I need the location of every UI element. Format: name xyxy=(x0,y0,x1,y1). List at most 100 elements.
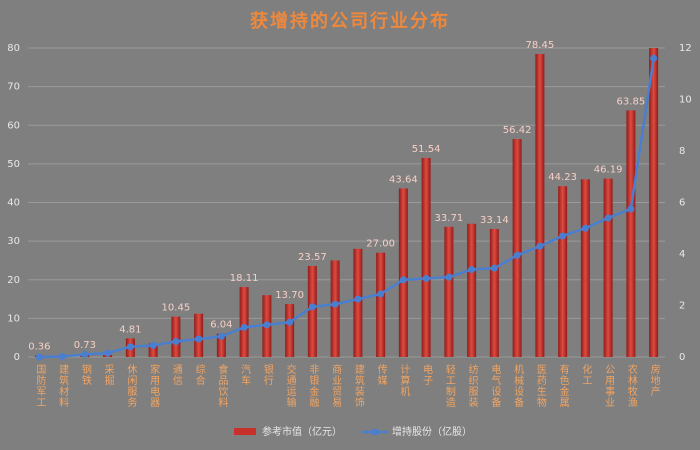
bar xyxy=(398,188,408,357)
value-label: 43.64 xyxy=(389,174,418,185)
x-tick-label: 公用事业 xyxy=(603,364,615,408)
x-tick-label: 有色金属 xyxy=(557,363,569,408)
bar xyxy=(421,157,431,357)
line-marker xyxy=(104,349,112,357)
x-tick-label: 纺织服装 xyxy=(466,363,478,408)
value-label: 78.45 xyxy=(526,40,555,51)
line-marker xyxy=(263,321,271,329)
y-tick-label: 60 xyxy=(7,120,20,131)
y-tick-label: 0 xyxy=(14,352,20,363)
line-marker xyxy=(536,242,544,250)
value-label: 23.57 xyxy=(298,252,327,263)
x-tick-label: 食品饮料 xyxy=(216,363,228,408)
bar xyxy=(535,53,545,357)
line-marker xyxy=(627,205,635,213)
line-marker xyxy=(58,352,66,360)
line-marker xyxy=(604,214,612,222)
x-tick-label: 非银金融 xyxy=(307,364,319,408)
line-marker xyxy=(308,303,316,311)
y2-tick-label: 0 xyxy=(679,352,685,363)
y2-tick-label: 12 xyxy=(679,43,692,54)
value-label: 63.85 xyxy=(617,96,646,107)
x-tick-label: 电子 xyxy=(421,363,433,386)
value-label: 33.14 xyxy=(480,215,509,226)
x-tick-label: 家用电器 xyxy=(148,363,160,408)
bar xyxy=(444,226,454,357)
x-tick-label: 机械设备 xyxy=(512,363,524,408)
x-tick-label: 传媒 xyxy=(375,364,387,386)
y2-tick-label: 2 xyxy=(679,301,685,312)
y-tick-label: 10 xyxy=(7,313,20,324)
chart-title: 获增持的公司行业分布 xyxy=(250,10,450,32)
line xyxy=(39,58,655,359)
value-label: 18.11 xyxy=(230,273,259,284)
y-tick-label: 70 xyxy=(7,82,20,93)
bar xyxy=(512,139,522,357)
value-label: 33.71 xyxy=(435,213,464,224)
x-tick-label: 医药生物 xyxy=(534,364,546,408)
line-marker xyxy=(81,350,89,358)
bar xyxy=(216,333,226,357)
bar xyxy=(171,316,181,357)
value-label: 0.73 xyxy=(74,340,96,351)
x-tick-label: 银行 xyxy=(261,363,273,386)
x-tick-label: 钢铁 xyxy=(79,363,91,386)
bar xyxy=(649,48,659,357)
line-marker xyxy=(286,318,294,326)
y-tick-label: 30 xyxy=(7,236,20,247)
y2-tick-label: 6 xyxy=(679,198,685,209)
bar xyxy=(307,265,317,357)
bar xyxy=(580,179,590,357)
line-marker xyxy=(331,300,339,308)
value-label: 10.45 xyxy=(162,303,191,314)
y-tick-label: 50 xyxy=(7,159,20,170)
legend-swatch xyxy=(234,428,256,435)
line-marker xyxy=(445,273,453,281)
line-marker xyxy=(581,224,589,232)
line-marker xyxy=(195,335,203,343)
bar xyxy=(330,260,340,357)
legend-label: 参考市值（亿元） xyxy=(262,425,342,438)
value-label: 0.36 xyxy=(28,342,50,353)
x-tick-label: 国防军工 xyxy=(34,364,46,408)
value-label: 44.23 xyxy=(548,172,577,183)
y2-tick-label: 10 xyxy=(679,95,692,106)
x-tick-label: 计算机 xyxy=(398,363,410,397)
bar xyxy=(489,228,499,357)
line-marker xyxy=(650,54,658,62)
line-marker xyxy=(468,265,476,273)
line-marker xyxy=(217,332,225,340)
x-tick-label: 建筑材料 xyxy=(57,363,69,408)
line-marker xyxy=(149,341,157,349)
value-label: 4.81 xyxy=(119,324,141,335)
bar xyxy=(148,343,158,357)
bar xyxy=(194,313,204,357)
line-marker xyxy=(172,338,180,346)
line-marker xyxy=(422,274,430,282)
x-tick-label: 建筑装饰 xyxy=(352,363,364,408)
y-tick-label: 20 xyxy=(7,275,20,286)
y2-tick-label: 4 xyxy=(679,249,685,260)
line-marker xyxy=(559,232,567,240)
x-tick-label: 汽车 xyxy=(239,363,251,386)
bar xyxy=(376,252,386,357)
x-tick-label: 商业贸易 xyxy=(330,363,342,408)
line-marker xyxy=(35,353,43,361)
x-tick-label: 轻工制造 xyxy=(443,363,455,408)
bar xyxy=(603,178,613,357)
value-label: 46.19 xyxy=(594,165,623,176)
line-marker xyxy=(354,295,362,303)
value-label: 51.54 xyxy=(412,144,441,155)
legend-swatch xyxy=(371,428,379,436)
x-tick-label: 交通运输 xyxy=(284,363,296,408)
legend-label: 增持股份（亿股） xyxy=(392,425,472,438)
line-marker xyxy=(490,264,498,272)
bar xyxy=(239,287,249,357)
bar xyxy=(353,248,363,357)
x-tick-label: 综合 xyxy=(193,363,205,386)
value-label: 13.70 xyxy=(275,290,304,301)
x-tick-label: 房地产 xyxy=(648,363,660,397)
y-tick-label: 40 xyxy=(7,198,20,209)
bar xyxy=(626,110,636,358)
